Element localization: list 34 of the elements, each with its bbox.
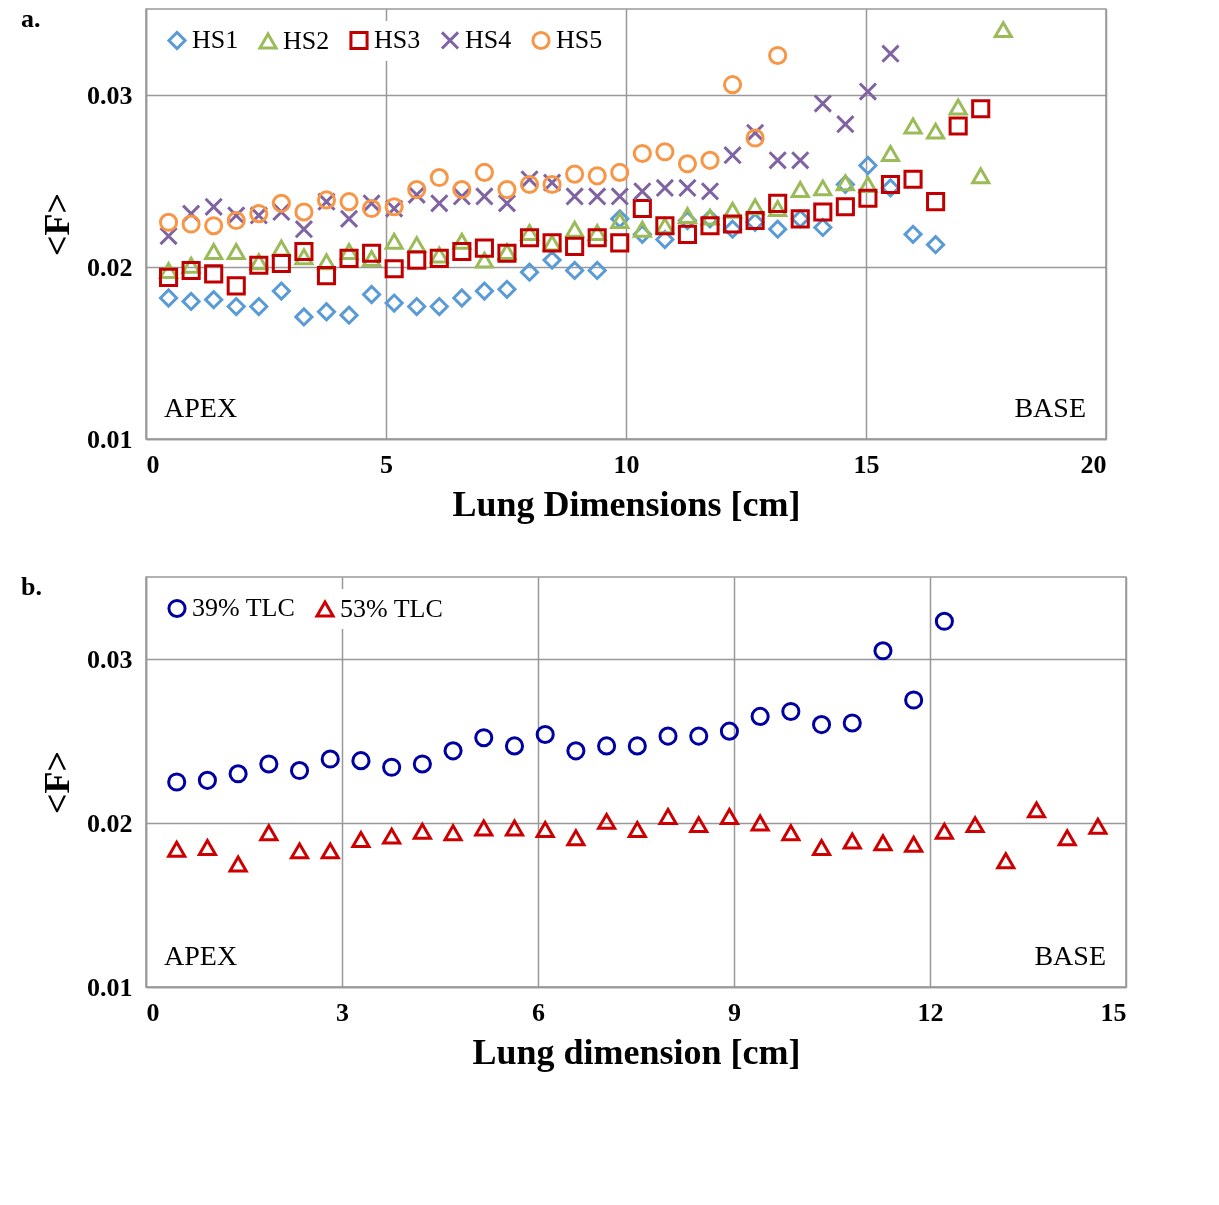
legend-label: HS5 (556, 25, 603, 55)
y-tick-label: 0.02 (87, 808, 133, 838)
x-tick-label: 5 (380, 449, 393, 479)
text: b. (21, 572, 42, 601)
y-axis-title: <F> (37, 750, 77, 815)
x-tick-label: 9 (728, 997, 741, 1027)
y-tick-label: 0.03 (87, 80, 133, 110)
annotation: APEX (164, 392, 238, 423)
x-tick-label: 15 (853, 449, 880, 479)
legend-label: HS1 (192, 25, 239, 55)
annotation: BASE (1034, 940, 1106, 971)
x-tick-label: 12 (917, 997, 944, 1027)
x-axis-title: Lung dimension [cm] (472, 1031, 801, 1072)
legend-label: HS2 (283, 26, 330, 55)
y-tick-label: 0.01 (87, 972, 133, 1002)
x-tick-label: 6 (532, 997, 545, 1027)
text: a. (21, 4, 41, 33)
x-tick-label: 10 (613, 449, 640, 479)
legend-label: 53% TLC (340, 594, 443, 623)
legend-label: HS4 (465, 25, 512, 55)
x-tick-label: 3 (336, 997, 349, 1027)
x-tick-label: 0 (146, 449, 160, 479)
x-axis-title: Lung Dimensions [cm] (452, 483, 801, 524)
legend-label: HS3 (374, 25, 421, 55)
x-tick-label: 0 (146, 997, 160, 1027)
annotation: APEX (164, 940, 238, 971)
x-tick-label: 20 (1080, 449, 1107, 479)
annotation: BASE (1014, 392, 1086, 423)
y-axis-title: <F> (37, 192, 77, 257)
legend-label: 39% TLC (192, 593, 295, 623)
y-tick-label: 0.03 (87, 644, 133, 674)
x-tick-label: 15 (1100, 997, 1127, 1027)
y-tick-label: 0.01 (87, 424, 133, 454)
y-tick-label: 0.02 (87, 252, 133, 282)
